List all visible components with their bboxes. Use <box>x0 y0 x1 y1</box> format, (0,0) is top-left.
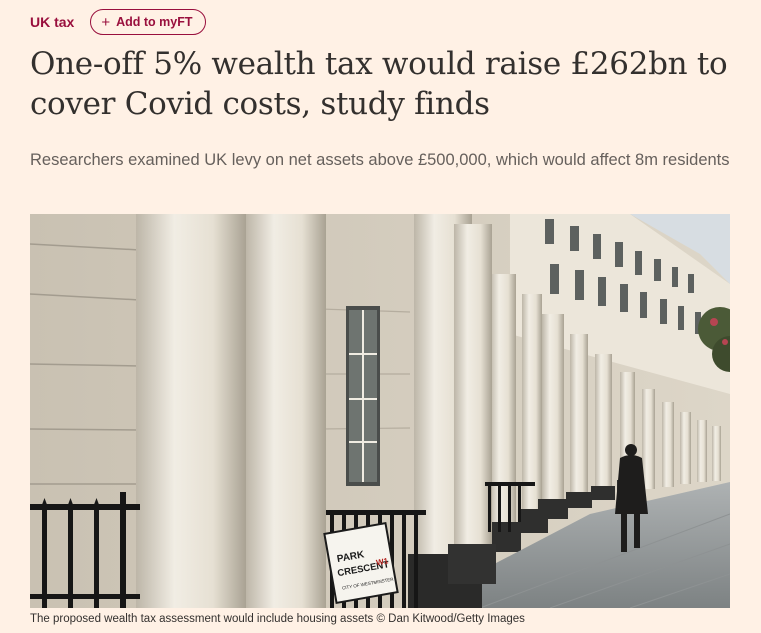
add-to-myft-label: Add to myFT <box>116 15 193 29</box>
street-sign-line1: PARK <box>336 549 366 565</box>
plus-icon: + <box>101 13 111 31</box>
image-caption: The proposed wealth tax assessment would… <box>30 613 525 625</box>
article-headline: One-off 5% wealth tax would raise £262bn… <box>30 46 728 122</box>
street-sign-code: W1 <box>375 556 389 567</box>
add-to-myft-button[interactable]: + Add to myFT <box>90 9 206 35</box>
article-topline: UK tax + Add to myFT <box>30 9 206 35</box>
article-main-image: PARK CRESCENT W1 CITY OF WESTMINSTER <box>30 214 730 608</box>
section-link-uk-tax[interactable]: UK tax <box>30 14 75 30</box>
article-standfirst: Researchers examined UK levy on net asse… <box>30 151 730 169</box>
